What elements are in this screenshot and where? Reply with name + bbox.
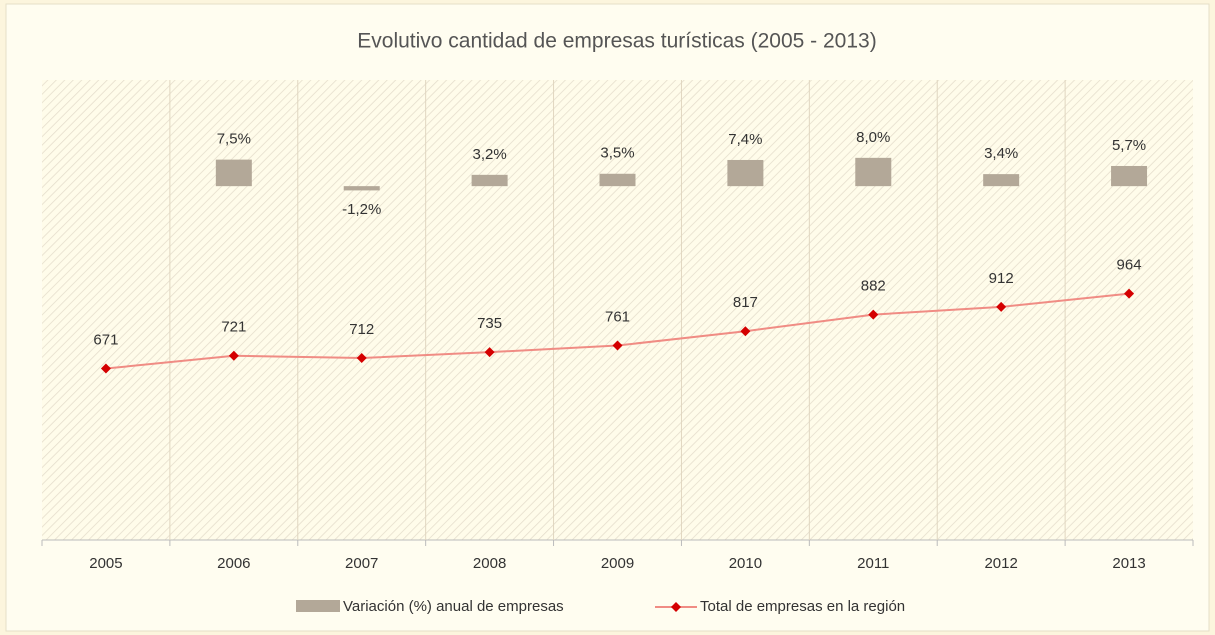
data-label: 671 <box>93 331 118 348</box>
x-tick-label: 2011 <box>857 555 889 572</box>
data-label: 7,5% <box>217 131 251 148</box>
data-label: 817 <box>733 294 758 311</box>
data-label: 882 <box>861 278 886 295</box>
bar <box>215 159 252 187</box>
data-label: 912 <box>989 270 1014 287</box>
marker <box>612 340 623 351</box>
data-label: 964 <box>1117 257 1142 274</box>
data-label: 8,0% <box>856 129 890 146</box>
data-label: 712 <box>349 321 374 338</box>
marker <box>100 363 111 374</box>
data-label: -1,2% <box>342 201 381 218</box>
chart-title: Evolutivo cantidad de empresas turística… <box>357 30 876 53</box>
bar <box>983 174 1020 187</box>
data-label: 3,2% <box>473 146 507 163</box>
x-tick-label: 2006 <box>217 555 250 572</box>
data-label: 761 <box>605 308 630 325</box>
legend: Variación (%) anual de empresas Total de… <box>296 598 905 615</box>
marker <box>1124 288 1135 299</box>
bar <box>599 173 636 187</box>
x-tick-label: 2009 <box>601 555 634 572</box>
marker <box>228 350 239 361</box>
legend-label: Variación (%) anual de empresas <box>343 598 564 615</box>
data-label: 735 <box>477 315 502 332</box>
data-label: 3,4% <box>984 145 1018 162</box>
x-tick-label: 2010 <box>729 555 762 572</box>
data-label: 5,7% <box>1112 137 1146 154</box>
marker <box>868 309 879 320</box>
legend-label: Total de empresas en la región <box>700 598 905 615</box>
bar <box>727 159 764 187</box>
marker <box>484 347 495 358</box>
legend-marker <box>671 602 681 612</box>
data-label: 7,4% <box>728 131 762 148</box>
data-label: 721 <box>221 319 246 336</box>
x-tick-label: 2008 <box>473 555 506 572</box>
bar <box>343 186 380 191</box>
marker <box>356 353 367 364</box>
x-tick-label: 2013 <box>1112 555 1145 572</box>
x-tick-label: 2012 <box>984 555 1017 572</box>
data-label: 3,5% <box>600 145 634 162</box>
legend-swatch <box>296 600 340 612</box>
marker <box>740 326 751 337</box>
x-tick-label: 2005 <box>89 555 122 572</box>
bar <box>1111 165 1148 187</box>
marker <box>996 301 1007 312</box>
bar <box>471 174 508 187</box>
bar <box>855 157 892 187</box>
x-tick-label: 2007 <box>345 555 378 572</box>
